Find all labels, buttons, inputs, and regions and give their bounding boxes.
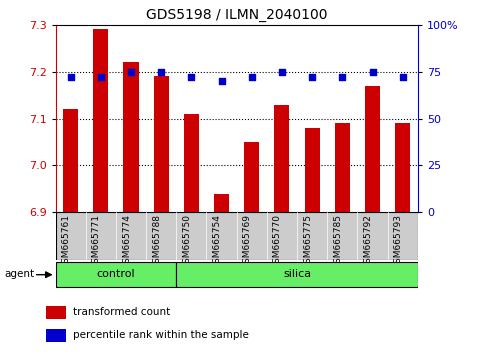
Bar bbox=[335, 123, 350, 212]
Text: GSM665785: GSM665785 bbox=[333, 214, 342, 269]
Bar bbox=[124, 62, 139, 212]
Text: GSM665771: GSM665771 bbox=[92, 214, 101, 269]
Point bbox=[399, 74, 407, 80]
Bar bbox=[305, 128, 320, 212]
Bar bbox=[46, 306, 66, 319]
Point bbox=[308, 74, 316, 80]
Bar bbox=[56, 262, 176, 287]
Bar bbox=[154, 76, 169, 212]
Bar bbox=[274, 104, 289, 212]
Bar bbox=[46, 329, 66, 342]
Bar bbox=[63, 109, 78, 212]
Text: GSM665788: GSM665788 bbox=[152, 214, 161, 269]
Point bbox=[278, 69, 286, 74]
Bar bbox=[214, 194, 229, 212]
Text: GSM665754: GSM665754 bbox=[213, 214, 222, 269]
Text: GSM665792: GSM665792 bbox=[364, 214, 372, 269]
Point bbox=[97, 74, 105, 80]
Bar bbox=[176, 262, 418, 287]
Text: GSM665770: GSM665770 bbox=[273, 214, 282, 269]
Point bbox=[127, 69, 135, 74]
Bar bbox=[93, 29, 108, 212]
Point bbox=[369, 69, 376, 74]
Title: GDS5198 / ILMN_2040100: GDS5198 / ILMN_2040100 bbox=[146, 8, 327, 22]
Text: silica: silica bbox=[283, 269, 311, 279]
Point bbox=[218, 78, 226, 84]
Text: control: control bbox=[97, 269, 135, 279]
Text: GSM665793: GSM665793 bbox=[394, 214, 403, 269]
Text: percentile rank within the sample: percentile rank within the sample bbox=[73, 330, 249, 341]
Point bbox=[67, 74, 74, 80]
Text: agent: agent bbox=[5, 269, 35, 279]
Bar bbox=[244, 142, 259, 212]
Text: transformed count: transformed count bbox=[73, 307, 170, 318]
Text: GSM665761: GSM665761 bbox=[62, 214, 71, 269]
Bar bbox=[395, 123, 410, 212]
Text: GSM665750: GSM665750 bbox=[183, 214, 191, 269]
Text: GSM665769: GSM665769 bbox=[243, 214, 252, 269]
Bar bbox=[365, 86, 380, 212]
Point bbox=[187, 74, 195, 80]
Point bbox=[339, 74, 346, 80]
Text: GSM665774: GSM665774 bbox=[122, 214, 131, 269]
Point bbox=[248, 74, 256, 80]
Bar bbox=[184, 114, 199, 212]
Text: GSM665775: GSM665775 bbox=[303, 214, 312, 269]
Point bbox=[157, 69, 165, 74]
